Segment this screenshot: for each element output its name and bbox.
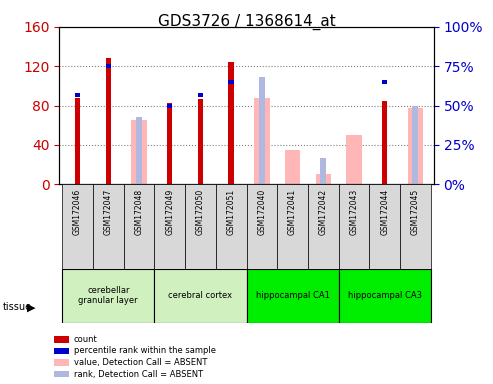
FancyBboxPatch shape [93,184,124,269]
Bar [228,82,234,184]
FancyBboxPatch shape [216,184,246,269]
Bar [75,93,80,96]
FancyBboxPatch shape [62,184,93,269]
Text: GSM172047: GSM172047 [104,189,113,235]
Text: GSM172043: GSM172043 [350,189,358,235]
Text: hippocampal CA3: hippocampal CA3 [348,291,422,300]
Bar [316,174,331,184]
FancyBboxPatch shape [124,184,154,269]
FancyBboxPatch shape [246,269,339,323]
Bar [106,64,111,68]
Bar [228,80,234,84]
Bar [167,103,173,184]
Bar [106,58,111,184]
Text: hippocampal CA1: hippocampal CA1 [256,291,329,300]
FancyBboxPatch shape [308,184,339,269]
Text: GSM172048: GSM172048 [135,189,143,235]
Text: cerebral cortex: cerebral cortex [169,291,233,300]
Bar [382,80,387,84]
Text: GSM172046: GSM172046 [73,189,82,235]
Bar [228,62,234,184]
Bar [75,98,80,184]
FancyBboxPatch shape [400,184,431,269]
FancyBboxPatch shape [339,269,431,323]
Bar [346,135,362,184]
Text: rank, Detection Call = ABSENT: rank, Detection Call = ABSENT [74,369,203,379]
Text: GSM172045: GSM172045 [411,189,420,235]
Text: percentile rank within the sample: percentile rank within the sample [74,346,216,356]
Text: GDS3726 / 1368614_at: GDS3726 / 1368614_at [158,13,335,30]
Text: GSM172050: GSM172050 [196,189,205,235]
Bar [198,93,203,96]
Bar [136,117,142,184]
Text: GSM172044: GSM172044 [380,189,389,235]
FancyBboxPatch shape [339,184,369,269]
Text: value, Detection Call = ABSENT: value, Detection Call = ABSENT [74,358,208,367]
Text: ▶: ▶ [27,302,35,312]
FancyBboxPatch shape [154,184,185,269]
Bar [198,99,203,184]
FancyBboxPatch shape [277,184,308,269]
Bar [285,150,300,184]
Bar [408,108,423,184]
Bar [382,101,387,184]
Text: GSM172051: GSM172051 [227,189,236,235]
FancyBboxPatch shape [185,184,216,269]
Text: tissue: tissue [2,302,32,312]
FancyBboxPatch shape [369,184,400,269]
Text: cerebellar
granular layer: cerebellar granular layer [78,286,138,305]
Bar [320,157,326,184]
FancyBboxPatch shape [154,269,246,323]
Text: GSM172042: GSM172042 [319,189,328,235]
FancyBboxPatch shape [246,184,277,269]
Text: GSM172049: GSM172049 [165,189,174,235]
Bar [254,98,270,184]
Bar [167,104,173,108]
Bar [259,77,265,184]
Text: GSM172040: GSM172040 [257,189,266,235]
Text: count: count [74,335,98,344]
Bar [412,106,419,184]
Text: GSM172041: GSM172041 [288,189,297,235]
Bar [131,120,147,184]
FancyBboxPatch shape [62,269,154,323]
